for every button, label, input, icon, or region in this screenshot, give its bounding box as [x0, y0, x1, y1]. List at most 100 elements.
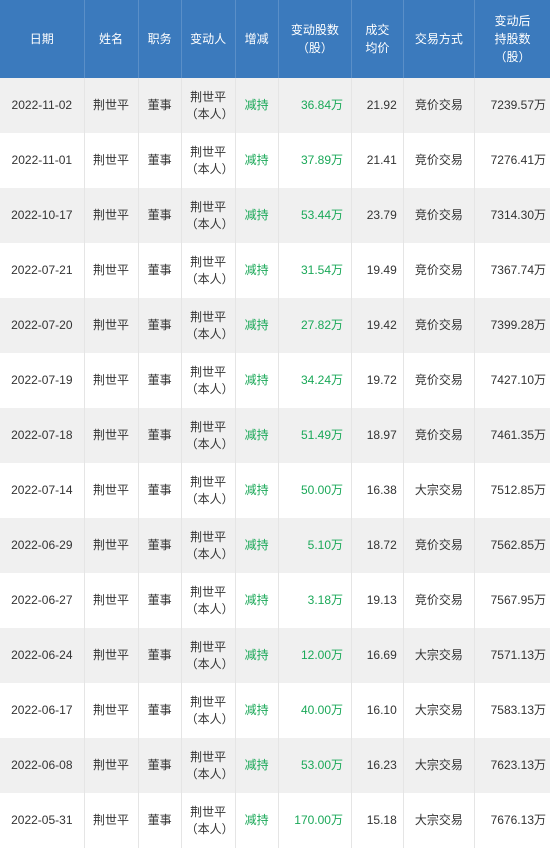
cell-actor: 荆世平（本人） [181, 133, 235, 188]
cell-name: 荆世平 [84, 573, 138, 628]
table-row: 2022-11-02荆世平董事荆世平（本人）减持36.84万21.92竞价交易7… [0, 78, 550, 133]
cell-date: 2022-07-19 [0, 353, 84, 408]
cell-date: 2022-07-21 [0, 243, 84, 298]
table-row: 2022-07-14荆世平董事荆世平（本人）减持50.00万16.38大宗交易7… [0, 463, 550, 518]
cell-name: 荆世平 [84, 133, 138, 188]
cell-method: 大宗交易 [403, 683, 474, 738]
cell-role: 董事 [138, 353, 181, 408]
cell-post: 7239.57万 [474, 78, 550, 133]
table-row: 2022-06-17荆世平董事荆世平（本人）减持40.00万16.10大宗交易7… [0, 683, 550, 738]
cell-price: 19.42 [352, 298, 404, 353]
cell-date: 2022-07-14 [0, 463, 84, 518]
cell-post: 7367.74万 [474, 243, 550, 298]
cell-post: 7276.41万 [474, 133, 550, 188]
col-header-chg: 增减 [235, 0, 278, 78]
cell-actor: 荆世平（本人） [181, 188, 235, 243]
cell-actor: 荆世平（本人） [181, 243, 235, 298]
cell-name: 荆世平 [84, 518, 138, 573]
cell-post: 7583.13万 [474, 683, 550, 738]
cell-shares: 27.82万 [278, 298, 351, 353]
table-row: 2022-07-20荆世平董事荆世平（本人）减持27.82万19.42竞价交易7… [0, 298, 550, 353]
table-row: 2022-06-08荆世平董事荆世平（本人）减持53.00万16.23大宗交易7… [0, 738, 550, 793]
cell-method: 大宗交易 [403, 628, 474, 683]
cell-name: 荆世平 [84, 188, 138, 243]
cell-post: 7571.13万 [474, 628, 550, 683]
cell-actor: 荆世平（本人） [181, 793, 235, 848]
cell-price: 19.13 [352, 573, 404, 628]
col-header-date: 日期 [0, 0, 84, 78]
cell-chg: 减持 [235, 78, 278, 133]
cell-actor: 荆世平（本人） [181, 628, 235, 683]
table-body: 2022-11-02荆世平董事荆世平（本人）减持36.84万21.92竞价交易7… [0, 78, 550, 848]
cell-chg: 减持 [235, 573, 278, 628]
col-header-price: 成交均价 [352, 0, 404, 78]
cell-chg: 减持 [235, 518, 278, 573]
table-row: 2022-11-01荆世平董事荆世平（本人）减持37.89万21.41竞价交易7… [0, 133, 550, 188]
cell-post: 7623.13万 [474, 738, 550, 793]
cell-post: 7676.13万 [474, 793, 550, 848]
cell-date: 2022-06-29 [0, 518, 84, 573]
cell-date: 2022-06-17 [0, 683, 84, 738]
table-row: 2022-07-19荆世平董事荆世平（本人）减持34.24万19.72竞价交易7… [0, 353, 550, 408]
cell-shares: 40.00万 [278, 683, 351, 738]
cell-price: 19.72 [352, 353, 404, 408]
cell-name: 荆世平 [84, 738, 138, 793]
cell-date: 2022-11-01 [0, 133, 84, 188]
cell-chg: 减持 [235, 738, 278, 793]
table-row: 2022-06-24荆世平董事荆世平（本人）减持12.00万16.69大宗交易7… [0, 628, 550, 683]
cell-shares: 50.00万 [278, 463, 351, 518]
cell-method: 大宗交易 [403, 463, 474, 518]
cell-date: 2022-07-20 [0, 298, 84, 353]
cell-post: 7512.85万 [474, 463, 550, 518]
table-row: 2022-06-27荆世平董事荆世平（本人）减持3.18万19.13竞价交易75… [0, 573, 550, 628]
cell-post: 7562.85万 [474, 518, 550, 573]
cell-role: 董事 [138, 133, 181, 188]
cell-shares: 36.84万 [278, 78, 351, 133]
cell-shares: 5.10万 [278, 518, 351, 573]
cell-name: 荆世平 [84, 628, 138, 683]
cell-role: 董事 [138, 78, 181, 133]
cell-chg: 减持 [235, 683, 278, 738]
cell-price: 16.10 [352, 683, 404, 738]
cell-role: 董事 [138, 573, 181, 628]
col-header-shares: 变动股数（股） [278, 0, 351, 78]
cell-name: 荆世平 [84, 408, 138, 463]
cell-role: 董事 [138, 408, 181, 463]
cell-chg: 减持 [235, 793, 278, 848]
cell-name: 荆世平 [84, 243, 138, 298]
cell-date: 2022-10-17 [0, 188, 84, 243]
col-header-method: 交易方式 [403, 0, 474, 78]
cell-date: 2022-06-24 [0, 628, 84, 683]
cell-price: 23.79 [352, 188, 404, 243]
cell-actor: 荆世平（本人） [181, 298, 235, 353]
cell-chg: 减持 [235, 408, 278, 463]
table-row: 2022-07-18荆世平董事荆世平（本人）减持51.49万18.97竞价交易7… [0, 408, 550, 463]
cell-chg: 减持 [235, 188, 278, 243]
table-row: 2022-10-17荆世平董事荆世平（本人）减持53.44万23.79竞价交易7… [0, 188, 550, 243]
cell-chg: 减持 [235, 628, 278, 683]
cell-method: 竞价交易 [403, 573, 474, 628]
cell-actor: 荆世平（本人） [181, 408, 235, 463]
cell-role: 董事 [138, 683, 181, 738]
cell-actor: 荆世平（本人） [181, 463, 235, 518]
cell-chg: 减持 [235, 463, 278, 518]
cell-role: 董事 [138, 628, 181, 683]
table-row: 2022-05-31荆世平董事荆世平（本人）减持170.00万15.18大宗交易… [0, 793, 550, 848]
cell-post: 7399.28万 [474, 298, 550, 353]
cell-post: 7427.10万 [474, 353, 550, 408]
col-header-post: 变动后持股数（股） [474, 0, 550, 78]
cell-shares: 34.24万 [278, 353, 351, 408]
table-header: 日期姓名职务变动人增减变动股数（股）成交均价交易方式变动后持股数（股） [0, 0, 550, 78]
cell-post: 7567.95万 [474, 573, 550, 628]
cell-role: 董事 [138, 518, 181, 573]
cell-shares: 12.00万 [278, 628, 351, 683]
cell-shares: 3.18万 [278, 573, 351, 628]
cell-chg: 减持 [235, 298, 278, 353]
cell-method: 竞价交易 [403, 298, 474, 353]
cell-price: 16.38 [352, 463, 404, 518]
cell-role: 董事 [138, 463, 181, 518]
cell-shares: 53.00万 [278, 738, 351, 793]
cell-date: 2022-06-27 [0, 573, 84, 628]
cell-method: 竞价交易 [403, 408, 474, 463]
cell-price: 16.23 [352, 738, 404, 793]
